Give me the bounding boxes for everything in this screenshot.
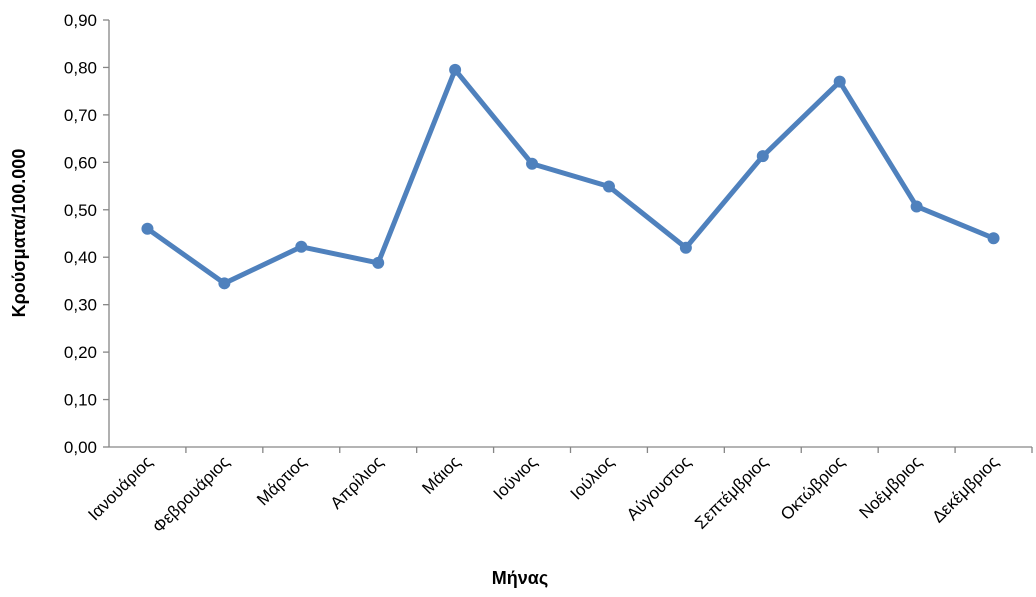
series-layer [141,63,1000,290]
data-point [372,256,385,269]
y-tick-label: 0,60 [64,153,97,172]
data-point [218,277,231,290]
y-tick-labels: 0,00 0,10 0,20 0,30 0,40 0,50 0,60 0,70 0,80 0,90 [64,11,97,457]
x-tick-label: Οκτώβριος [777,452,849,524]
x-tick-label: Ιανουάριος [84,452,156,524]
series-line [144,67,997,286]
x-tick-label: Δεκέμβριος [928,452,1002,526]
y-tick-label: 0,80 [64,58,97,77]
x-tick-label: Ιούνιος [490,452,541,503]
x-axis-title: Μήνας [492,568,548,588]
y-ticks [103,19,109,448]
y-tick-label: 0,40 [64,248,97,267]
x-tick-label: Αύγουστος [623,452,695,524]
data-point [987,232,1000,245]
x-tick-label: Μάρτιος [253,452,310,509]
y-axis: 0,00 0,10 0,20 0,30 0,40 0,50 0,60 0,70 0,80 0,90 [64,11,110,457]
data-point [910,200,923,213]
x-tick-label: Νοέμβριος [855,452,925,522]
x-tick-label: Φεβρουάριος [149,452,233,536]
y-tick-label: 0,20 [64,343,97,362]
x-tick-label: Σεπτέμβριος [691,452,771,532]
data-point [833,75,846,88]
data-point [141,222,154,235]
data-point [449,63,462,76]
y-tick-label: 0,10 [64,391,97,410]
data-point [679,241,692,254]
data-point [526,157,539,170]
x-tick-label: Μάιος [418,452,464,498]
y-tick-label: 0,00 [64,438,97,457]
y-tick-label: 0,90 [64,11,97,30]
y-axis-title: Κρούσματα/100.000 [9,149,29,318]
y-tick-label: 0,50 [64,201,97,220]
y-tick-label: 0,70 [64,106,97,125]
data-point [602,180,615,193]
y-tick-label: 0,30 [64,296,97,315]
x-ticks [185,447,1033,453]
data-point [756,150,769,163]
x-tick-label: Απρίλιος [327,452,387,512]
x-tick-label: Ιούλιος [567,452,618,503]
data-point [295,240,308,253]
